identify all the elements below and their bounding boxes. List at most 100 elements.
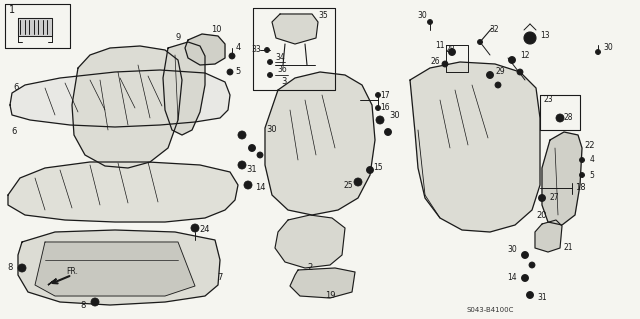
- Text: 5: 5: [589, 170, 595, 180]
- Circle shape: [18, 264, 26, 272]
- Polygon shape: [185, 34, 225, 65]
- Polygon shape: [5, 4, 70, 48]
- Circle shape: [449, 48, 456, 56]
- Polygon shape: [410, 62, 540, 232]
- Text: 29: 29: [495, 68, 505, 77]
- Polygon shape: [275, 215, 345, 268]
- Circle shape: [191, 224, 199, 232]
- Circle shape: [556, 114, 564, 122]
- Circle shape: [495, 82, 501, 88]
- Text: 32: 32: [489, 26, 499, 34]
- Circle shape: [517, 69, 523, 75]
- Text: 30: 30: [390, 110, 400, 120]
- Polygon shape: [10, 70, 230, 127]
- Circle shape: [524, 32, 536, 44]
- Circle shape: [376, 93, 381, 98]
- Text: 4: 4: [236, 43, 241, 53]
- Text: 24: 24: [200, 226, 211, 234]
- Text: 11: 11: [435, 41, 445, 49]
- Circle shape: [268, 72, 273, 78]
- Text: 30: 30: [417, 11, 427, 20]
- Polygon shape: [265, 72, 375, 215]
- Polygon shape: [35, 242, 195, 296]
- Text: 28: 28: [563, 114, 573, 122]
- Circle shape: [227, 69, 233, 75]
- Circle shape: [509, 56, 515, 63]
- Circle shape: [91, 298, 99, 306]
- Text: 23: 23: [543, 95, 553, 105]
- Text: 33: 33: [251, 46, 261, 55]
- Text: 7: 7: [218, 273, 223, 283]
- Polygon shape: [8, 162, 238, 222]
- Circle shape: [248, 145, 255, 152]
- Circle shape: [428, 19, 433, 25]
- Text: 1: 1: [9, 5, 15, 15]
- Circle shape: [257, 152, 263, 158]
- Circle shape: [244, 181, 252, 189]
- Text: 22: 22: [585, 140, 595, 150]
- Text: 31: 31: [246, 166, 257, 174]
- Text: 6: 6: [13, 84, 19, 93]
- Text: 12: 12: [520, 50, 530, 60]
- Text: 13: 13: [540, 31, 550, 40]
- Text: 8: 8: [80, 300, 86, 309]
- Circle shape: [268, 60, 273, 64]
- Text: 31: 31: [537, 293, 547, 302]
- Text: 15: 15: [373, 164, 383, 173]
- Text: 14: 14: [507, 273, 517, 283]
- Text: 20: 20: [537, 211, 547, 219]
- Text: 30: 30: [603, 43, 613, 53]
- Circle shape: [264, 48, 269, 53]
- Text: 17: 17: [380, 91, 390, 100]
- Text: 36: 36: [277, 65, 287, 75]
- Text: 2: 2: [307, 263, 312, 272]
- Text: 30: 30: [507, 246, 517, 255]
- Polygon shape: [72, 46, 182, 168]
- Circle shape: [595, 49, 600, 55]
- Circle shape: [522, 275, 529, 281]
- Text: 3: 3: [282, 78, 287, 86]
- Text: 9: 9: [175, 33, 180, 42]
- Text: 16: 16: [380, 103, 390, 113]
- Circle shape: [579, 158, 584, 162]
- Polygon shape: [542, 132, 582, 225]
- Polygon shape: [272, 14, 318, 44]
- Text: 14: 14: [255, 183, 265, 192]
- Text: 5: 5: [236, 68, 241, 77]
- Polygon shape: [290, 268, 355, 298]
- Text: 27: 27: [549, 194, 559, 203]
- Polygon shape: [48, 279, 56, 285]
- Circle shape: [376, 116, 384, 124]
- Text: 28: 28: [445, 46, 455, 55]
- Circle shape: [527, 292, 534, 299]
- Circle shape: [477, 40, 483, 44]
- Text: 26: 26: [430, 57, 440, 66]
- Circle shape: [367, 167, 374, 174]
- Text: 21: 21: [563, 243, 573, 253]
- Text: 8: 8: [7, 263, 13, 272]
- Circle shape: [376, 106, 381, 110]
- Circle shape: [579, 173, 584, 177]
- Polygon shape: [18, 18, 52, 36]
- Circle shape: [486, 71, 493, 78]
- Circle shape: [538, 195, 545, 202]
- Circle shape: [238, 161, 246, 169]
- Polygon shape: [163, 42, 205, 135]
- Text: 6: 6: [12, 128, 17, 137]
- Polygon shape: [253, 8, 335, 90]
- Text: 34: 34: [275, 53, 285, 62]
- Circle shape: [522, 251, 529, 258]
- Circle shape: [442, 61, 448, 67]
- Polygon shape: [18, 230, 220, 305]
- Text: S043-B4100C: S043-B4100C: [467, 307, 514, 313]
- Polygon shape: [535, 220, 562, 252]
- Text: 25: 25: [343, 181, 353, 189]
- Text: 4: 4: [589, 155, 595, 165]
- Text: 19: 19: [324, 291, 335, 300]
- Circle shape: [385, 129, 392, 136]
- Text: 18: 18: [575, 183, 586, 192]
- Circle shape: [238, 131, 246, 139]
- Text: 30: 30: [267, 125, 277, 135]
- Text: FR.: FR.: [66, 268, 78, 277]
- Text: 35: 35: [318, 11, 328, 20]
